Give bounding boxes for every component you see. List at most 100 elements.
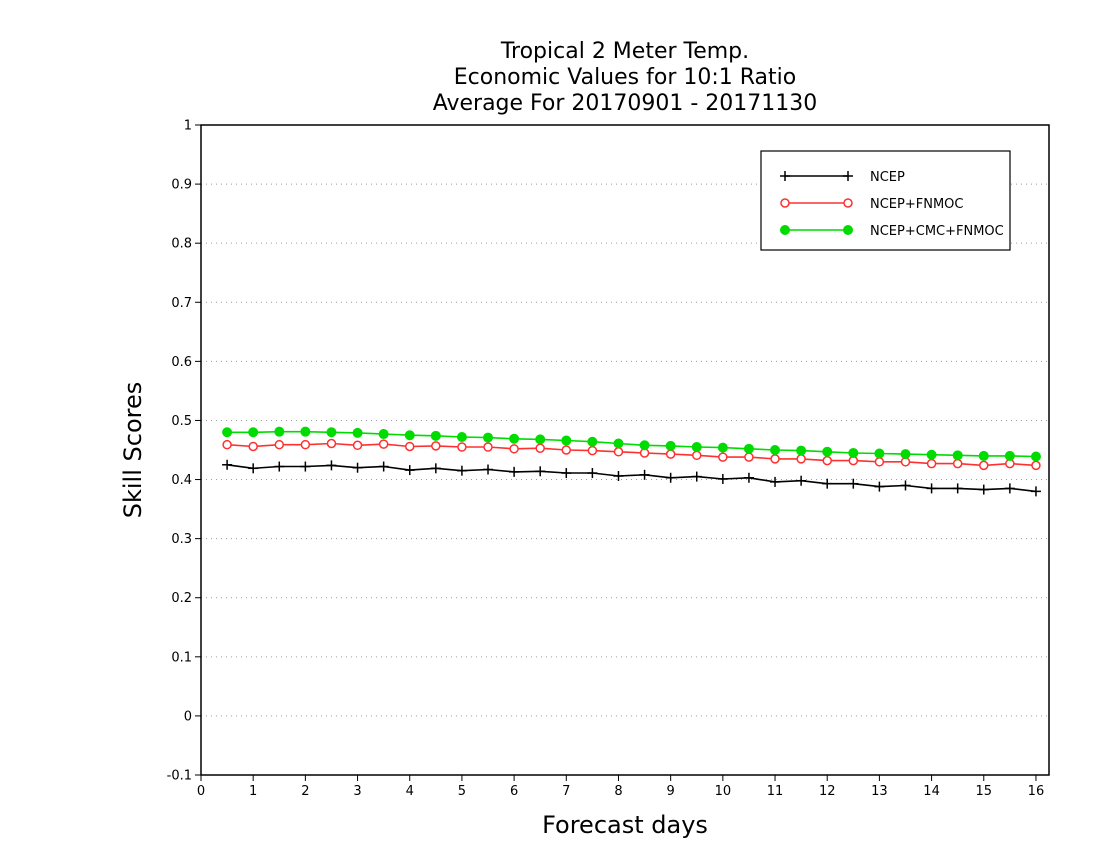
legend-marker [780, 198, 790, 208]
data-point [926, 449, 937, 460]
y-tick-label: 1 [184, 119, 192, 134]
data-point [222, 459, 233, 470]
data-point [822, 455, 832, 466]
data-point [404, 430, 415, 441]
data-point [430, 430, 441, 441]
y-tick-label: 0.6 [171, 355, 192, 370]
data-point [796, 454, 806, 464]
data-point [326, 460, 337, 471]
x-tick-label: 6 [510, 784, 518, 799]
legend-entry: NCEP+CMC+FNMOC [780, 224, 1004, 239]
data-point [378, 429, 389, 440]
x-tick-label: 3 [353, 784, 361, 799]
data-point [352, 440, 363, 451]
y-axis-label: Skill Scores [119, 382, 147, 519]
x-tick-label: 5 [458, 784, 466, 799]
data-point [509, 466, 520, 477]
data-point [639, 440, 650, 451]
y-tick-label: 0.2 [171, 591, 192, 606]
x-tick-label: 10 [715, 784, 732, 799]
data-point [718, 452, 728, 462]
data-point [692, 450, 702, 461]
data-point [665, 449, 676, 459]
data-point [926, 483, 937, 494]
data-point [1004, 483, 1015, 494]
data-point [613, 471, 624, 481]
data-point [300, 439, 311, 450]
data-point [561, 435, 572, 446]
data-point [639, 469, 650, 480]
data-point [952, 450, 963, 461]
y-tick-label: 0 [184, 709, 192, 724]
data-point [796, 445, 807, 456]
data-point [770, 454, 780, 464]
legend-box [760, 150, 1011, 251]
legend-marker [780, 225, 790, 235]
chart-title-line-1: Tropical 2 Meter Temp. [500, 39, 749, 64]
data-point [613, 447, 624, 457]
data-point [457, 442, 467, 452]
y-tick-label: 0.7 [171, 296, 192, 311]
legend-entry: NCEP+FNMOC [780, 197, 963, 212]
data-point [378, 461, 389, 472]
data-point [1004, 450, 1015, 461]
data-point [248, 463, 259, 474]
legend-entry: NCEP [780, 170, 905, 185]
data-point [248, 441, 258, 452]
data-point [770, 445, 781, 455]
legend-marker [843, 171, 853, 181]
data-point [430, 463, 441, 474]
y-tick-label: -0.1 [167, 769, 192, 784]
x-axis-ticks: 0 1 2 3 4 5 6 7 8 9 10 11 12 13 14 15 16 [197, 775, 1044, 799]
data-point [952, 483, 963, 494]
data-point [613, 438, 624, 449]
data-point [326, 427, 337, 438]
data-point [743, 472, 754, 483]
data-point [926, 458, 937, 469]
x-tick-label: 1 [249, 784, 257, 799]
data-point [352, 427, 363, 438]
data-point [744, 452, 754, 462]
data-point [822, 478, 833, 489]
data-point [431, 441, 441, 451]
x-tick-label: 14 [923, 784, 940, 799]
data-point [587, 436, 598, 447]
data-point [483, 432, 494, 443]
data-point [248, 427, 259, 438]
data-point [900, 480, 911, 491]
chart-title-line-2: Economic Values for 10:1 Ratio [454, 65, 796, 90]
legend-label: NCEP+CMC+FNMOC [870, 224, 1004, 239]
legend-label: NCEP [870, 170, 905, 185]
x-tick-label: 2 [301, 784, 309, 799]
y-tick-label: 0.9 [171, 178, 192, 193]
x-tick-label: 15 [975, 784, 992, 799]
x-tick-label: 13 [871, 784, 888, 799]
series-1 [222, 438, 1041, 471]
data-point [796, 475, 807, 486]
data-point [535, 443, 545, 453]
x-tick-label: 12 [819, 784, 836, 799]
data-point [535, 434, 546, 445]
data-point [952, 458, 963, 469]
data-point [978, 450, 989, 461]
x-axis-label: Forecast days [542, 811, 708, 839]
plot-frame [200, 124, 1050, 776]
data-point [300, 426, 311, 437]
data-point [404, 465, 415, 476]
legend-marker [843, 225, 853, 235]
series-layer [222, 426, 1041, 497]
data-point [587, 445, 598, 456]
x-tick-label: 8 [614, 784, 622, 799]
data-point [874, 481, 885, 492]
data-point [274, 439, 285, 450]
data-point [1031, 460, 1041, 471]
data-point [874, 457, 885, 467]
y-tick-label: 0.3 [171, 532, 192, 547]
legend: NCEP NCEP+FNMOC NCEP+CMC+FNMOC [760, 150, 1011, 251]
data-point [483, 464, 494, 475]
x-tick-label: 7 [562, 784, 570, 799]
legend-label: NCEP+FNMOC [870, 197, 963, 212]
y-gridlines [201, 183, 1049, 717]
data-point [378, 439, 389, 449]
